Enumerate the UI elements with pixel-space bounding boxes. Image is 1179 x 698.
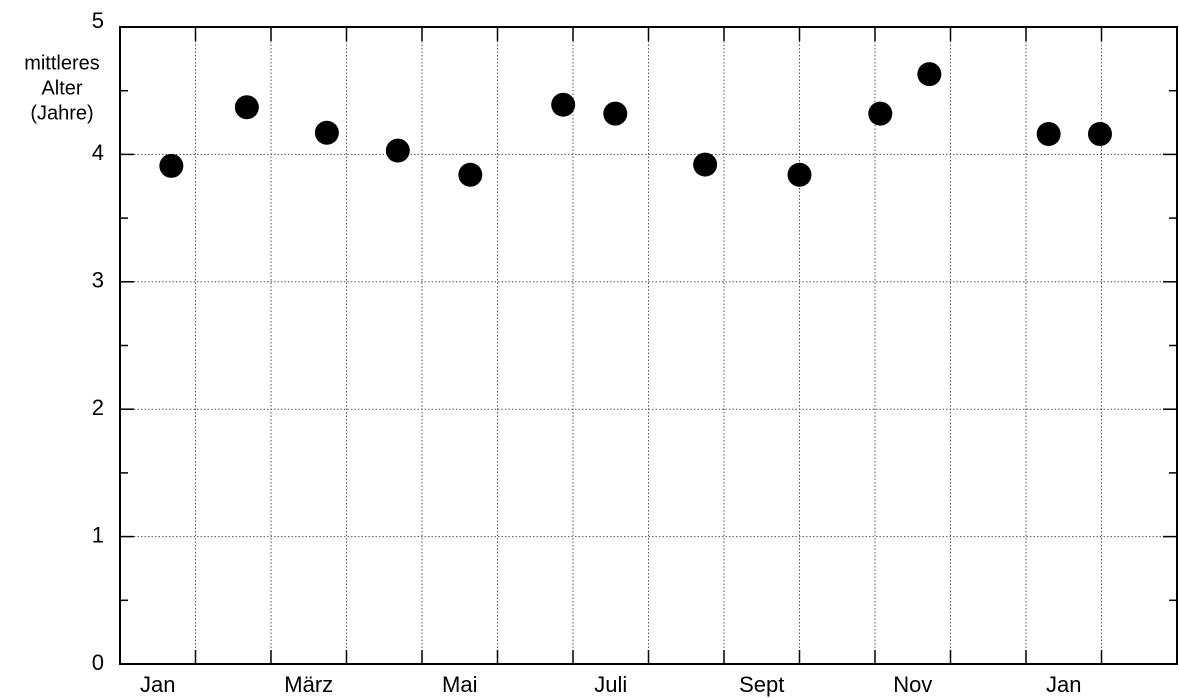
point: [551, 92, 576, 117]
point: [314, 120, 339, 145]
y-tick-label: 4: [92, 140, 104, 165]
point: [917, 62, 942, 87]
point: [603, 101, 628, 126]
x-tick-label: Mai: [442, 672, 477, 697]
point: [787, 162, 812, 187]
x-tick-label: Nov: [893, 672, 932, 697]
x-tick-label: Jan: [140, 672, 175, 697]
plot-frame: [119, 26, 1178, 665]
y-tick-label: 0: [92, 650, 104, 675]
point: [234, 95, 259, 120]
point: [385, 138, 410, 163]
y-tick-label: 5: [92, 8, 104, 33]
y-axis-label: mittleres: [24, 52, 100, 74]
point: [159, 153, 184, 178]
y-tick-label: 2: [92, 395, 104, 420]
y-axis-label: (Jahre): [30, 102, 93, 124]
point: [458, 162, 483, 187]
y-tick-label: 3: [92, 268, 104, 293]
x-tick-label: März: [284, 672, 333, 697]
y-axis-label: Alter: [41, 77, 82, 99]
x-tick-label: Jan: [1046, 672, 1081, 697]
point: [868, 101, 893, 126]
point: [693, 152, 718, 177]
point: [1036, 122, 1061, 147]
x-tick-label: Juli: [594, 672, 627, 697]
x-tick-label: Sept: [739, 672, 784, 697]
point: [1087, 122, 1112, 147]
y-tick-label: 1: [92, 522, 104, 547]
